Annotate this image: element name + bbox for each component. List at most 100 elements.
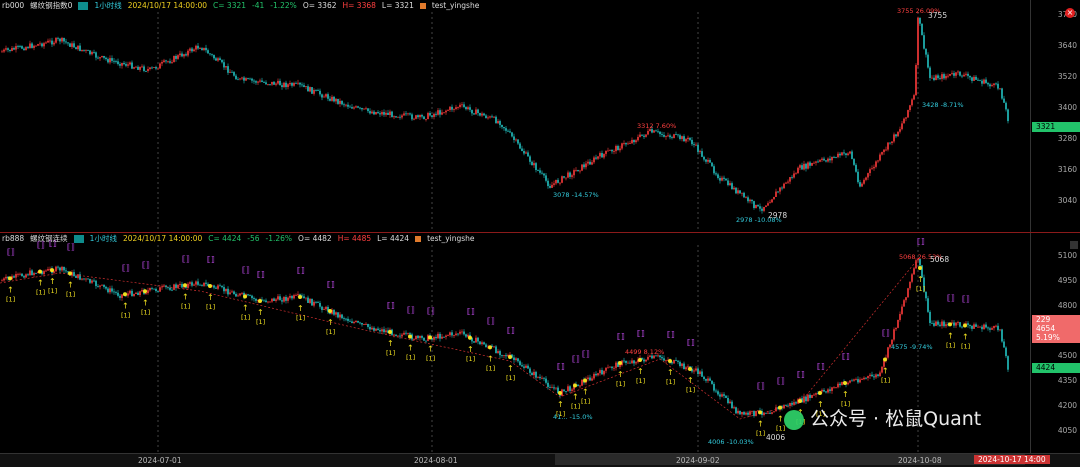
candle-body (171, 62, 173, 63)
candle-body (695, 144, 697, 146)
candle-body (411, 334, 413, 340)
candle-body (485, 344, 487, 348)
candle-body (613, 367, 615, 369)
candle-body (379, 113, 381, 115)
signal-label: [1] (256, 318, 265, 326)
close-icon[interactable]: × (1065, 8, 1075, 18)
candle-body (423, 116, 425, 120)
candle-body (801, 165, 803, 170)
candle-body (339, 314, 341, 318)
candle-body (659, 355, 661, 358)
candle-body (741, 192, 743, 194)
candle-body (641, 134, 643, 136)
candle-body (831, 156, 833, 161)
signal-dot (208, 284, 212, 288)
candle-body (631, 139, 633, 144)
signal-label: [1] (241, 314, 250, 322)
period-icon[interactable] (73, 235, 84, 243)
candle-body (853, 158, 855, 165)
candle-body (857, 379, 859, 383)
candle-body (343, 104, 345, 106)
candle-body (635, 140, 637, 143)
candle-body (403, 113, 405, 116)
bottom-chart-canvas[interactable]: ⟦⟧↑[1]⟦⟧↑[1]⟦⟧↑[1]⟦⟧↑[1]⟦⟧↑[1]⟦⟧↑[1]⟦⟧↑[… (0, 233, 1030, 453)
bottom-price-axis: 5100 4950 4800 4650 4500 4350 4200 4050 … (1030, 233, 1080, 453)
candle-body (919, 258, 921, 266)
candle-body (605, 367, 607, 371)
current-price-tag: 4424 (1032, 363, 1080, 373)
candle-body (435, 113, 437, 115)
bottom-indicator[interactable]: test_yingshe (427, 234, 475, 243)
candle-body (493, 116, 495, 118)
candle-body (147, 69, 149, 72)
candle-body (361, 108, 363, 110)
signal-marker: ⟦⟧ ↑[1] (141, 260, 150, 316)
candle-body (951, 322, 953, 324)
candle-body (417, 335, 419, 338)
signal-purple: ⟦⟧ (182, 254, 190, 263)
candle-body (199, 284, 201, 286)
candle-body (791, 177, 793, 178)
panel-divider[interactable] (0, 232, 1080, 233)
candle-body (169, 61, 171, 63)
candle-body (903, 118, 905, 124)
candle-body (771, 199, 773, 203)
candle-body (939, 78, 941, 79)
candle-body (177, 55, 179, 59)
candle-body (749, 411, 751, 415)
candle-body (977, 79, 979, 81)
candle-body (411, 114, 413, 120)
candle-body (803, 396, 805, 403)
candle-body (821, 389, 823, 392)
candle-body (449, 332, 451, 336)
signal-marker: ⟦⟧ ↑[1] (636, 329, 645, 385)
price-panel-top[interactable]: rb000 螺纹钢指数0 1小时线 2024/10/17 14:00:00 C=… (0, 0, 1080, 232)
candle-body (327, 306, 329, 312)
candle-body (889, 344, 891, 348)
signal-marker: ⟦⟧ ↑[1] (296, 266, 305, 322)
panel-settings-icon[interactable] (1070, 241, 1078, 249)
candle-body (355, 106, 357, 108)
candle-body (721, 394, 723, 397)
candle-body (543, 173, 545, 176)
candle-body (401, 115, 403, 118)
signal-purple: ⟦⟧ (917, 237, 925, 246)
candle-body (797, 399, 799, 404)
price-panel-bottom[interactable]: ⟦⟧ ↑ [1] ⟦⟧ ↑ [1] ⟦⟧ ↑ [1] ⟦⟧ ↑ [1] ⟦⟧ ↑ [1] ⟦⟧ ↑ [1] ⟦⟧ ↑[… (0, 233, 1080, 453)
candle-body (823, 158, 825, 161)
candle-body (713, 383, 715, 391)
candle-body (757, 410, 759, 412)
candle-body (37, 44, 39, 46)
candle-body (233, 72, 235, 76)
candle-body (187, 283, 189, 288)
candle-body (937, 75, 939, 79)
candle-body (375, 112, 377, 115)
candle-body (729, 401, 731, 404)
candle-body (285, 82, 287, 88)
candle-body (669, 135, 671, 138)
candle-body (305, 297, 307, 299)
top-chart-canvas[interactable] (0, 0, 1030, 232)
signal-marker: ⟦⟧ ↑[1] (916, 237, 925, 293)
bottom-period[interactable]: 1小时线 (89, 234, 117, 243)
top-period[interactable]: 1小时线 (94, 1, 122, 10)
candle-body (719, 178, 721, 181)
candle-body (637, 136, 639, 141)
candle-body (163, 60, 165, 63)
time-scrollbar[interactable] (555, 454, 1025, 465)
candle-body (413, 118, 415, 120)
top-indicator[interactable]: test_yingshe (431, 1, 480, 10)
candle-body (651, 355, 653, 359)
candle-body (257, 300, 259, 301)
period-icon[interactable] (78, 2, 89, 10)
candle-body (793, 173, 795, 178)
candle-body (877, 160, 879, 162)
candle-body (401, 334, 403, 337)
candle-body (587, 161, 589, 164)
candle-body (191, 282, 193, 286)
candle-body (321, 94, 323, 98)
candle-body (601, 153, 603, 158)
candle-body (631, 360, 633, 364)
candle-body (995, 325, 997, 327)
candle-body (347, 104, 349, 107)
